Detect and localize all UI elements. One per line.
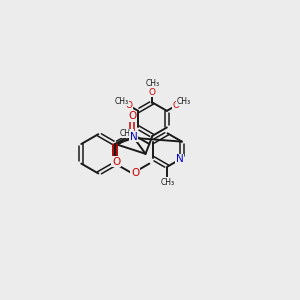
Text: O: O bbox=[112, 157, 120, 167]
Text: CH₃: CH₃ bbox=[146, 79, 160, 88]
Text: N: N bbox=[176, 154, 184, 164]
Text: CH₃: CH₃ bbox=[176, 97, 190, 106]
Text: N: N bbox=[130, 132, 137, 142]
Text: O: O bbox=[149, 88, 156, 97]
Text: CH₃: CH₃ bbox=[161, 178, 175, 187]
Text: O: O bbox=[172, 101, 179, 110]
Text: O: O bbox=[126, 101, 133, 110]
Text: CH₃: CH₃ bbox=[114, 97, 128, 106]
Text: O: O bbox=[128, 111, 136, 122]
Text: CH₃: CH₃ bbox=[119, 129, 134, 138]
Text: O: O bbox=[131, 168, 139, 178]
